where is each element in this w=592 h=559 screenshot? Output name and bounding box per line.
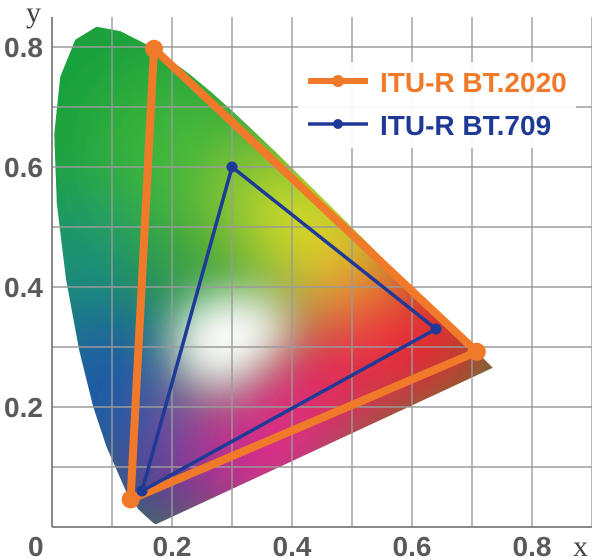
y-tick-label-3: 0.4 (4, 272, 43, 303)
legend-label-bt2020: ITU-R BT.2020 (380, 67, 567, 98)
y-tick-label-1: 0.2 (4, 392, 43, 423)
series-0-point-1 (145, 39, 163, 58)
x-tick-label-3: 0.4 (273, 531, 312, 559)
origin-label: 0 (28, 531, 44, 559)
series-triangle-1 (140, 165, 438, 493)
series-1-point-0 (430, 323, 442, 335)
gamut-blue-blob (54, 298, 191, 468)
legend-entry-bt709: ITU-R BT.709 (308, 110, 551, 141)
x-tick-label-1: 0.2 (153, 531, 192, 559)
legend-entry-bt2020: ITU-R BT.2020 (308, 67, 567, 98)
series-group (121, 39, 486, 509)
y-tick-label-5: 0.6 (4, 152, 43, 183)
legend: ITU-R BT.2020 ITU-R BT.709 (298, 62, 576, 148)
series-1-point-1 (226, 161, 238, 173)
series-1-point-2 (136, 485, 148, 497)
x-tick-label-5: 0.6 (393, 531, 432, 559)
legend-label-bt709: ITU-R BT.709 (380, 110, 551, 141)
series-triangle-0 (126, 44, 481, 504)
y-axis-label: y (26, 0, 41, 29)
legend-marker-bt2020 (332, 75, 344, 87)
legend-marker-bt709 (333, 119, 343, 129)
gamut-white-blob-2 (214, 293, 286, 365)
series-0-point-2 (121, 490, 140, 509)
series-bt2020 (121, 39, 486, 509)
legend-background (298, 62, 576, 148)
series-bt709 (136, 161, 442, 497)
y-tick-label-7: 0.8 (4, 32, 43, 63)
x-tick-label-7: 0.8 (513, 531, 552, 559)
series-0-point-0 (467, 342, 486, 361)
axes: 0.2 0.4 0.6 0.8 0.2 0.4 0.6 0.8 0 x y (4, 0, 592, 559)
x-axis-label: x (573, 530, 588, 559)
gamut-teal-blob (54, 202, 131, 312)
